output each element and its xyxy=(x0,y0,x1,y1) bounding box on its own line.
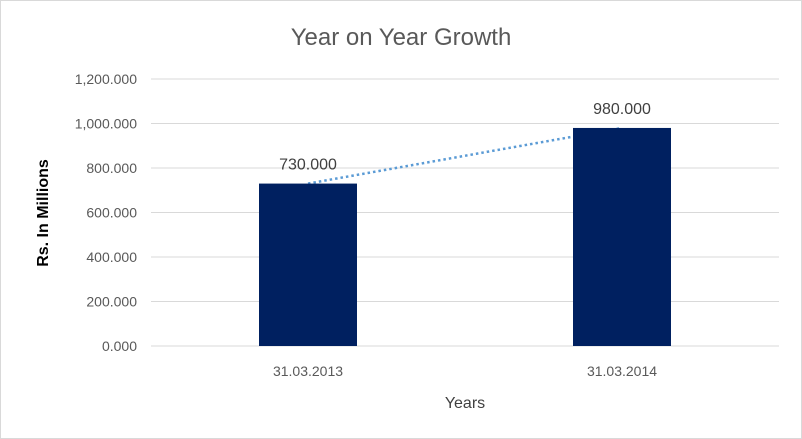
bars xyxy=(259,127,671,346)
chart-title: Year on Year Growth xyxy=(291,24,512,51)
gridlines xyxy=(151,78,779,347)
y-axis-ticks: 0.000 200.000 400.000 600.000 800.000 1,000.0… xyxy=(75,71,138,354)
bar-31.03.2014 xyxy=(573,127,671,346)
x-axis-title: Years xyxy=(445,395,485,412)
x-tick-label: 31.03.2013 xyxy=(273,363,343,379)
y-tick-label: 1,000.000 xyxy=(75,116,137,132)
trendline-layer xyxy=(307,126,623,185)
data-label: 730.000 xyxy=(279,157,337,174)
bar-31.03.2013 xyxy=(259,183,357,346)
y-tick-label: 600.000 xyxy=(86,205,137,221)
y-axis-title: Rs. In Millions xyxy=(35,159,52,267)
x-axis-ticks: 31.03.2013 31.03.2014 xyxy=(273,363,657,379)
data-label: 980.000 xyxy=(593,101,651,118)
data-labels: 730.000 980.000 xyxy=(279,101,651,174)
x-tick-label: 31.03.2014 xyxy=(587,363,657,379)
trendline xyxy=(307,126,623,185)
y-tick-label: 0.000 xyxy=(102,338,137,354)
y-tick-label: 1,200.000 xyxy=(75,71,137,87)
y-tick-label: 200.000 xyxy=(86,294,137,310)
y-tick-label: 800.000 xyxy=(86,160,137,176)
y-tick-label: 400.000 xyxy=(86,249,137,265)
